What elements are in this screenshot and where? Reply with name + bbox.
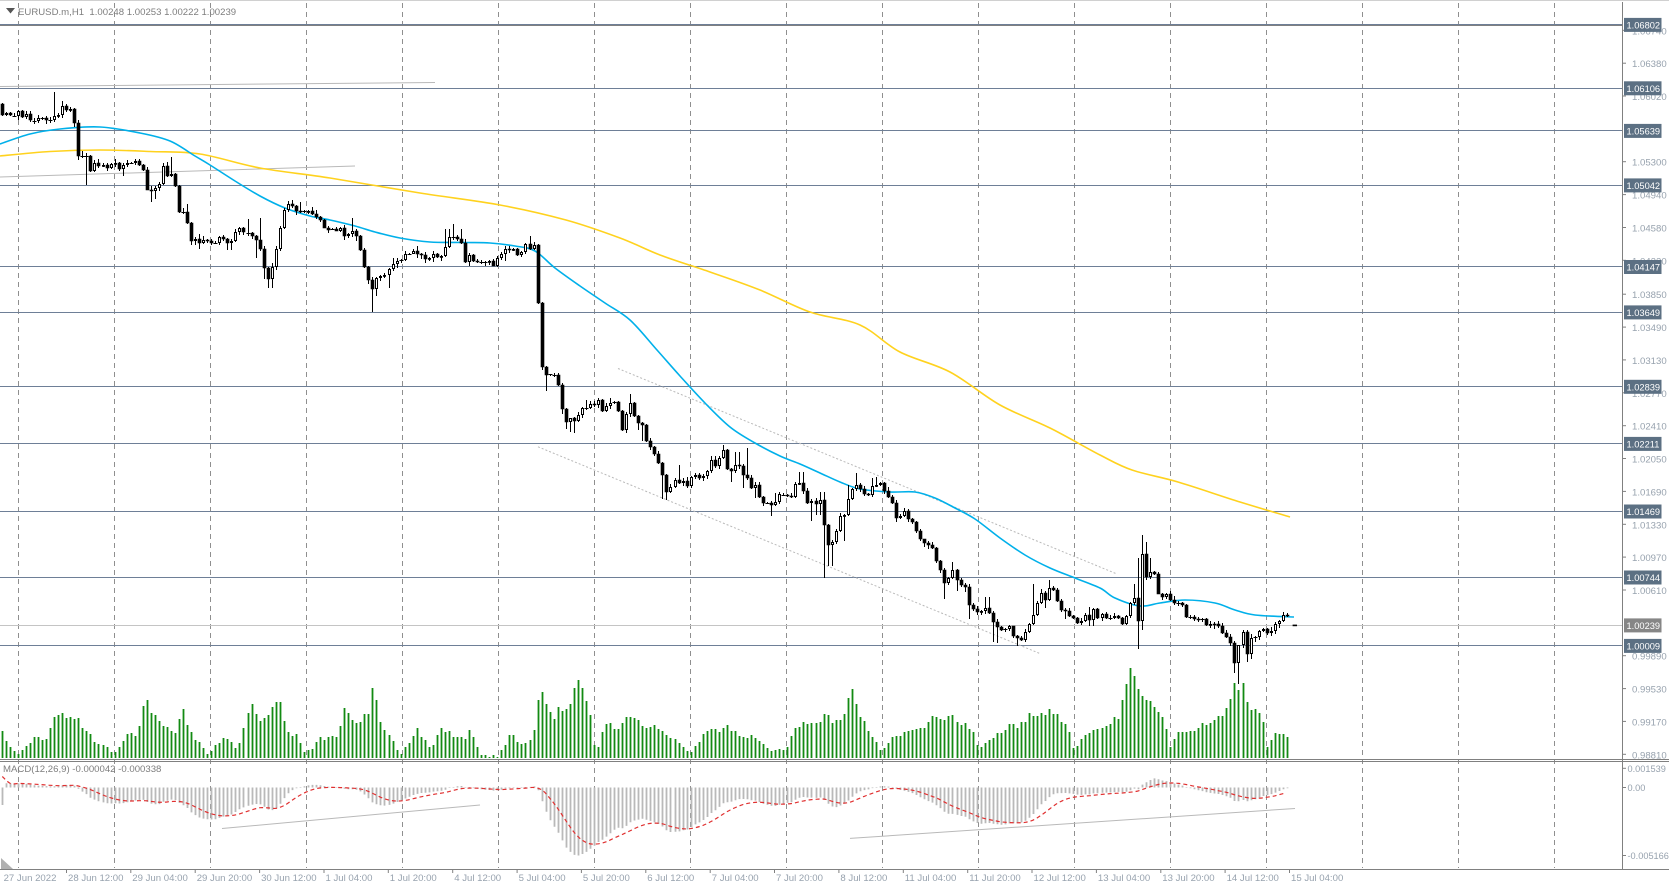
svg-text:1.02211: 1.02211	[1627, 439, 1660, 449]
svg-text:0.99890: 0.99890	[1632, 652, 1667, 663]
svg-text:1.00239: 1.00239	[1627, 621, 1661, 631]
svg-text:0.00: 0.00	[1628, 783, 1646, 793]
svg-text:EURUSD.m,H1 1.00248 1.00253 1: EURUSD.m,H1 1.00248 1.00253 1.00222 1.00…	[18, 7, 236, 18]
svg-text:1 Jul 04:00: 1 Jul 04:00	[326, 873, 373, 884]
svg-text:8 Jul 12:00: 8 Jul 12:00	[840, 873, 887, 884]
svg-text:0.98810: 0.98810	[1632, 750, 1667, 761]
svg-text:1.00009: 1.00009	[1627, 641, 1661, 651]
svg-text:0.001539: 0.001539	[1628, 764, 1666, 774]
svg-text:0.99530: 0.99530	[1632, 685, 1667, 696]
svg-text:1.00610: 1.00610	[1632, 586, 1667, 597]
svg-text:1.04580: 1.04580	[1632, 224, 1667, 235]
svg-text:12 Jul 12:00: 12 Jul 12:00	[1034, 873, 1086, 884]
svg-text:1.03130: 1.03130	[1632, 356, 1667, 367]
svg-text:MACD(12,26,9) -0.000042 -0.000: MACD(12,26,9) -0.000042 -0.000338	[3, 764, 161, 775]
svg-text:1.06802: 1.06802	[1627, 20, 1661, 30]
svg-text:13 Jul 04:00: 13 Jul 04:00	[1098, 873, 1150, 884]
svg-text:1.05300: 1.05300	[1632, 158, 1667, 169]
svg-text:1.02839: 1.02839	[1627, 382, 1661, 392]
svg-text:1.06106: 1.06106	[1627, 84, 1661, 94]
svg-text:11 Jul 04:00: 11 Jul 04:00	[905, 873, 957, 884]
svg-text:1.02050: 1.02050	[1632, 455, 1667, 466]
svg-text:1.02770: 1.02770	[1632, 389, 1667, 400]
svg-text:29 Jun 20:00: 29 Jun 20:00	[197, 873, 252, 884]
svg-text:5 Jul 20:00: 5 Jul 20:00	[583, 873, 630, 884]
svg-text:1.00970: 1.00970	[1632, 553, 1667, 564]
svg-text:1.03649: 1.03649	[1627, 308, 1661, 318]
svg-text:1.02410: 1.02410	[1632, 422, 1667, 433]
svg-text:-0.005166: -0.005166	[1628, 851, 1669, 861]
svg-text:1.01690: 1.01690	[1632, 487, 1667, 498]
svg-text:28 Jun 12:00: 28 Jun 12:00	[68, 873, 123, 884]
svg-text:29 Jun 04:00: 29 Jun 04:00	[132, 873, 187, 884]
svg-text:11 Jul 20:00: 11 Jul 20:00	[969, 873, 1021, 884]
svg-text:1.01330: 1.01330	[1632, 520, 1667, 531]
svg-text:7 Jul 20:00: 7 Jul 20:00	[776, 873, 823, 884]
svg-text:5 Jul 04:00: 5 Jul 04:00	[519, 873, 566, 884]
svg-text:1.03850: 1.03850	[1632, 290, 1667, 301]
svg-text:7 Jul 04:00: 7 Jul 04:00	[712, 873, 759, 884]
svg-text:1.04940: 1.04940	[1632, 191, 1667, 202]
svg-text:1.04147: 1.04147	[1627, 263, 1661, 273]
svg-text:4 Jul 12:00: 4 Jul 12:00	[454, 873, 501, 884]
svg-text:1.06020: 1.06020	[1632, 92, 1667, 103]
svg-text:1.01469: 1.01469	[1627, 507, 1661, 517]
svg-text:1 Jul 20:00: 1 Jul 20:00	[390, 873, 437, 884]
svg-text:13 Jul 20:00: 13 Jul 20:00	[1162, 873, 1214, 884]
svg-text:27 Jun 2022: 27 Jun 2022	[4, 873, 57, 884]
svg-text:1.00744: 1.00744	[1627, 573, 1661, 583]
svg-text:30 Jun 12:00: 30 Jun 12:00	[261, 873, 316, 884]
svg-text:1.05639: 1.05639	[1627, 126, 1661, 136]
svg-text:0.99170: 0.99170	[1632, 717, 1667, 728]
svg-text:6 Jul 12:00: 6 Jul 12:00	[647, 873, 694, 884]
svg-text:1.06380: 1.06380	[1632, 59, 1667, 70]
svg-text:1.03490: 1.03490	[1632, 323, 1667, 334]
svg-text:14 Jul 12:00: 14 Jul 12:00	[1227, 873, 1279, 884]
svg-text:15 Jul 04:00: 15 Jul 04:00	[1291, 873, 1343, 884]
svg-text:1.05042: 1.05042	[1627, 181, 1661, 191]
